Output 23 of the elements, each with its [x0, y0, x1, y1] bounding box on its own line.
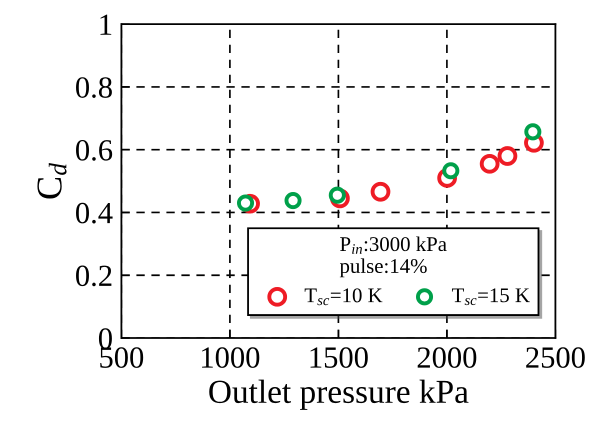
point — [284, 192, 302, 210]
point — [370, 182, 390, 202]
point — [498, 146, 518, 166]
y-tick-label: 1 — [100, 14, 112, 35]
y-axis-title: C$_{d}$ — [37, 162, 67, 199]
x-tick-label: 1500 — [310, 347, 368, 368]
x-tick-label: 2000 — [418, 347, 476, 368]
x-axis-title: Outlet pressure kPa — [209, 380, 468, 410]
point — [480, 154, 500, 174]
y-tick-label: 0.6 — [76, 140, 112, 161]
point — [236, 194, 254, 212]
legend-label: T$_{sc}$=15 K — [452, 288, 530, 306]
y-tick-label: 0.2 — [76, 266, 112, 286]
x-tick-label: 2500 — [526, 347, 585, 368]
y-tick-label: 0.4 — [76, 202, 113, 224]
point — [524, 123, 542, 140]
legend-title: P$_{in}$:3000 kPa pulse:14% — [340, 236, 447, 278]
y-tick-label: 0.8 — [76, 77, 112, 98]
legend-label: T$_{sc}$=10 K — [304, 288, 382, 306]
x-tick-label: 500 — [100, 347, 144, 368]
point — [442, 162, 460, 180]
x-tick-label: 1000 — [202, 347, 260, 368]
point — [328, 186, 346, 204]
